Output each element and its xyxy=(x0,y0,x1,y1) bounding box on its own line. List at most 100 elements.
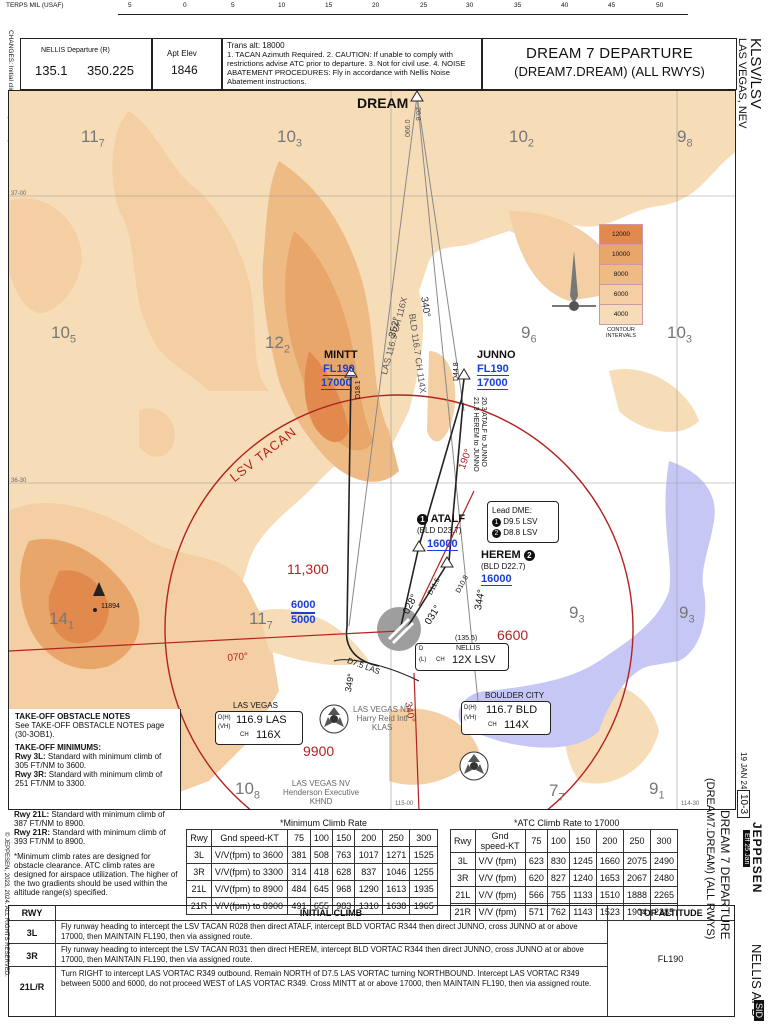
boulder-name: BOULDER CITY xyxy=(485,691,545,700)
climb-text: Turn RIGHT to intercept LAS VORTAC R349 … xyxy=(61,969,592,988)
nellis-name: NELLIS xyxy=(456,645,481,652)
lead-dme-2: 2 D8.8 LSV xyxy=(492,527,554,538)
table-row: 3R V/V(fpm) to 3300 314 418 628 837 1046 125… xyxy=(186,863,438,881)
table-cell: 3R xyxy=(186,863,212,881)
scale-label: 0 xyxy=(183,2,187,9)
table-cell: Gnd speed-KT xyxy=(474,829,526,853)
obstacle-notes-body: See TAKE-OFF OBSTACLE NOTES page (30-3OB… xyxy=(15,721,165,739)
atalf-junno-dist: 20.3 ATALF to JUNNO xyxy=(480,397,487,467)
scale-labels: 5 0 5 10 15 20 25 30 35 40 45 50 xyxy=(118,2,688,12)
table-cell: 1046 xyxy=(381,863,411,881)
mintt-fl: FL190 xyxy=(323,363,355,376)
table-row: 3L V/V (fpm) 623 830 1245 1660 2075 2490 xyxy=(450,852,679,870)
table-cell: 1613 xyxy=(381,880,411,898)
mora-label: 122 xyxy=(265,333,291,356)
harry-reid-airport: LAS VEGAS NV Harry Reid Intl KLAS xyxy=(353,705,411,732)
herem-dme: (BLD D22.7) xyxy=(481,562,526,571)
climb-rwy: 3L xyxy=(26,928,38,938)
mora-label: 117 xyxy=(249,609,273,632)
table-cell: 1888 xyxy=(622,886,651,904)
elev-label: Apt Elev xyxy=(167,49,197,58)
mintt-fix-label: MINTT xyxy=(324,349,358,361)
mora-label: 98 xyxy=(677,127,693,150)
table-cell: 150 xyxy=(568,829,597,853)
table-cell: 200 xyxy=(354,829,383,847)
fix-symbols xyxy=(344,91,471,568)
mora-label: 96 xyxy=(521,323,537,346)
table-cell: V/V(fpm) to 8900 xyxy=(210,880,289,898)
table-cell: 484 xyxy=(287,880,311,898)
table-cell: 300 xyxy=(409,829,438,847)
table-cell: 983 xyxy=(332,897,356,915)
copyright-text: © JEPPESEN, 2023, 2024. ALL RIGHTS RESER… xyxy=(3,832,9,977)
table-cell: 3R xyxy=(450,869,476,887)
table-row: 21L V/V (fpm) 566 755 1133 1510 1888 2265 xyxy=(450,886,679,904)
procedure-code: (DREAM7.DREAM) (ALL RWYS) xyxy=(514,64,705,79)
table-cell: V/V(fpm) to 8900 xyxy=(210,897,289,915)
table-cell: 1245 xyxy=(568,852,597,870)
procedure-notes: 1. TACAN Azimuth Required. 2. CAUTION: I… xyxy=(227,50,466,86)
boulder-vortac-box: D(H) (VH) 116.7 BLD CH 114X xyxy=(461,701,551,735)
legend-swatch-10000: 10000 xyxy=(599,245,643,265)
jeppesen-logo: JEPPESEN xyxy=(750,822,764,894)
climb-rate-note: *Minimum climb rates are designed for ob… xyxy=(14,852,178,897)
table-cell: 1255 xyxy=(409,863,438,881)
table-cell: 21L xyxy=(450,886,476,904)
bld-channel: 114X xyxy=(504,719,529,731)
climb-text: Fly runway heading to intercept the LSV … xyxy=(61,945,584,964)
takeoff-min-row: Rwy 3L: Standard with minimum climb of 3… xyxy=(15,752,162,770)
harry-reid-name: Harry Reid Intl xyxy=(356,714,408,723)
title-box: DREAM 7 DEPARTURE (DREAM7.DREAM) (ALL RW… xyxy=(482,38,737,90)
table-cell: 491 xyxy=(287,897,311,915)
elevation-box: Apt Elev 1846 xyxy=(152,38,222,90)
mintt-fix-icon xyxy=(344,366,358,378)
legend-swatch-6000: 6000 xyxy=(599,285,643,305)
elev-value: 1846 xyxy=(171,63,198,77)
table-cell: 1525 xyxy=(409,846,438,864)
sid-badge: SID xyxy=(754,1000,764,1022)
scale-label: 25 xyxy=(420,2,428,9)
mora-label: 93 xyxy=(679,603,695,626)
table-row: 3R V/V (fpm) 620 827 1240 1653 2067 2480 xyxy=(450,869,679,887)
trans-alt: Trans alt: 18000 xyxy=(227,41,285,50)
distance-scale: 5 0 5 10 15 20 25 30 35 40 45 50 xyxy=(118,2,688,15)
table-row: 21R V/V(fpm) to 8900 491 655 983 1310 1638 1… xyxy=(186,897,438,915)
takeoff-min-row: Rwy 3R: Standard with minimum climb of 2… xyxy=(15,770,163,788)
atalf-dme: (BLD D23.7) xyxy=(417,526,462,535)
table-cell: 250 xyxy=(622,829,651,853)
table-cell: 837 xyxy=(354,863,383,881)
side-procedure-code: (DREAM7.DREAM) (ALL RWYS) xyxy=(704,778,716,940)
herem-fix-icon xyxy=(440,556,454,568)
table-cell: 628 xyxy=(332,863,356,881)
frequency-box: NELLIS Departure (R) 135.1 350.225 xyxy=(20,38,152,90)
min-climb-title: *Minimum Climb Rate xyxy=(280,818,368,828)
dream-fix-icon xyxy=(410,91,424,102)
mora-label: 91 xyxy=(649,779,665,802)
table-cell: 1240 xyxy=(568,869,597,887)
climb-text: Fly runway heading to intercept the LSV … xyxy=(61,922,578,941)
bld-ch: CH xyxy=(488,722,497,728)
table-cell: 100 xyxy=(309,829,334,847)
table-cell: Rwy xyxy=(186,829,212,847)
junno-alt: 17000 xyxy=(477,377,508,390)
table-cell: 1653 xyxy=(595,869,624,887)
lon-label-11430: 114-30 xyxy=(681,801,700,807)
scale-label: 35 xyxy=(514,2,522,9)
table-cell: Gnd speed-KT xyxy=(210,829,289,847)
table-cell: 300 xyxy=(649,829,679,853)
harry-reid-icao: KLAS xyxy=(371,723,393,732)
junno-fix-label: JUNNO xyxy=(477,349,516,361)
lat-label-37: 37-00 xyxy=(11,191,27,197)
table-cell: V/V (fpm) xyxy=(474,886,526,904)
airport-city: LAS VEGAS, NEV xyxy=(736,38,748,129)
table-cell: 150 xyxy=(332,829,356,847)
table-header-row: Rwy Gnd speed-KT 75 100 150 200 250 300 xyxy=(186,829,438,847)
table-cell: 566 xyxy=(524,886,548,904)
departure-label: NELLIS Departure (R) xyxy=(41,47,110,54)
table-cell: 250 xyxy=(381,829,411,847)
lat-label-3630: 36-30 xyxy=(11,478,27,484)
atalf-fix-icon xyxy=(412,540,426,552)
table-cell: 655 xyxy=(309,897,334,915)
bld-vh: (VH) xyxy=(464,715,477,721)
harry-reid-city: LAS VEGAS NV xyxy=(353,705,412,714)
